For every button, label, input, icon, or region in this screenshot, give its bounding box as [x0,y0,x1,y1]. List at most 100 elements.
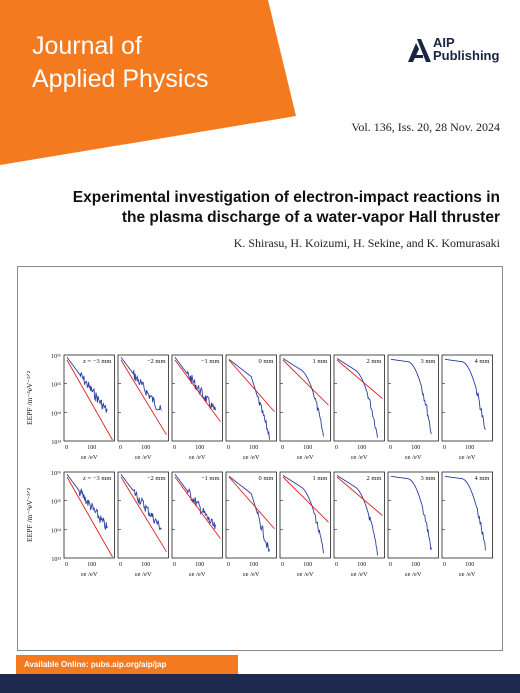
issue-info: Vol. 136, Iss. 20, 28 Nov. 2024 [351,120,500,134]
y-tick-label: 10¹⁶ [51,354,61,360]
x-axis-label: εe /eV [297,571,314,578]
x-tick-label: 0 [443,562,446,568]
x-tick-label: 100 [141,562,150,568]
y-tick-label: 10¹⁵ [51,383,61,389]
eepf-curve [174,357,216,411]
publisher-line1: AIP [433,35,455,50]
panel-frame [225,354,277,442]
x-axis-label: εe /eV [405,571,422,578]
article-title-line1: Experimental investigation of electron-i… [72,189,500,206]
x-axis-label: εe /eV [405,454,422,461]
x-tick-label: 0 [173,445,176,451]
panel-frame [333,354,385,442]
maxwellian-fit-line [282,359,329,406]
x-tick-label: 100 [249,562,258,568]
x-tick-label: 0 [335,562,338,568]
x-tick-label: 0 [281,445,284,451]
panel-label: −2 mm [147,475,166,482]
eepf-curve [444,475,486,551]
maxwellian-fit-line [66,476,113,558]
panel-label: −1 mm [201,358,220,365]
x-tick-label: 100 [357,562,366,568]
x-axis-label: εe /eV [81,454,98,461]
journal-title: Journal of Applied Physics [32,30,208,96]
x-axis-label: εe /eV [243,454,260,461]
x-tick-label: 0 [443,445,446,451]
x-axis-label: εe /eV [459,454,476,461]
eepf-curve [120,357,162,411]
x-axis-label: εe /eV [189,571,206,578]
footer-bar [0,674,520,693]
panel-label: 0 mm [259,475,274,482]
eepf-curve [390,358,432,435]
maxwellian-fit-line [336,359,383,399]
x-axis-label: εe /eV [81,571,98,578]
x-tick-label: 100 [411,562,420,568]
x-tick-label: 100 [249,445,258,451]
y-axis-label: EEPF /m⁻³eV⁻³ᐟ² [25,370,34,425]
x-tick-label: 0 [389,562,392,568]
panel-label: 1 mm [313,475,328,482]
eepf-curve [282,475,324,554]
y-tick-label: 10¹⁴ [51,528,61,534]
x-axis-label: εe /eV [135,571,152,578]
panel-frame [387,471,439,559]
x-axis-label: εe /eV [459,571,476,578]
maxwellian-fit-line [228,359,275,413]
x-tick-label: 100 [411,445,420,451]
y-tick-label: 10¹⁵ [51,500,61,506]
publisher-name: AIP Publishing [433,36,499,62]
maxwellian-fit-line [174,476,221,539]
panel-label: 0 mm [259,358,274,365]
x-tick-label: 0 [335,445,338,451]
maxwellian-fit-line [282,476,329,523]
panel-label: 1 mm [313,358,328,365]
x-tick-label: 100 [303,445,312,451]
x-axis-label: εe /eV [189,454,206,461]
panel-label: z = −3 mm [83,358,111,365]
x-tick-label: 0 [389,445,392,451]
x-tick-label: 100 [141,445,150,451]
panel-frame [171,354,223,442]
y-tick-label: 10¹⁴ [51,411,61,417]
x-tick-label: 100 [195,562,204,568]
article-title: Experimental investigation of electron-i… [20,188,500,228]
panel-frame [387,354,439,442]
eepf-curve [390,475,432,551]
y-axis-label: EEPF /m⁻³eV⁻³ᐟ² [25,487,34,542]
panel-frame [333,471,385,559]
eepf-curve [174,474,216,530]
authors: K. Shirasu, H. Koizumi, H. Sekine, and K… [233,236,500,250]
x-tick-label: 100 [87,562,96,568]
eepf-curve [336,358,378,438]
eepf-figure: EEPF /m⁻³eV⁻³ᐟ² 10¹⁶ 10¹⁵ 10¹⁴ 10¹³ z = −3 mm… [25,354,493,578]
panel-frame [279,354,331,442]
maxwellian-fit-line [336,476,383,516]
x-axis-label: εe /eV [297,454,314,461]
panel-label: −1 mm [201,475,220,482]
panel-label: z = −3 mm [83,475,111,482]
x-tick-label: 100 [303,562,312,568]
aip-logo-icon [408,39,431,62]
x-tick-label: 0 [281,562,284,568]
y-tick-label: 10¹⁶ [51,471,61,477]
x-tick-label: 0 [119,562,122,568]
y-tick-label: 10¹³ [51,557,61,563]
maxwellian-fit-line [120,359,167,436]
journal-title-line2: Applied Physics [32,65,209,93]
x-tick-label: 100 [195,445,204,451]
x-axis-label: εe /eV [243,571,260,578]
x-tick-label: 100 [87,445,96,451]
maxwellian-fit-line [174,359,221,422]
panel-frame [441,471,493,559]
x-tick-label: 0 [65,562,68,568]
article-title-line2: the plasma discharge of a water-vapor Ha… [121,209,500,226]
x-axis-label: εe /eV [351,571,368,578]
eepf-curve [66,474,108,530]
panel-frame [225,471,277,559]
x-tick-label: 0 [65,445,68,451]
maxwellian-fit-line [66,359,113,441]
eepf-curve [228,358,270,440]
available-online-banner[interactable]: Available Online: pubs.aip.org/aip/jap [16,655,238,674]
eepf-curve [444,358,486,430]
